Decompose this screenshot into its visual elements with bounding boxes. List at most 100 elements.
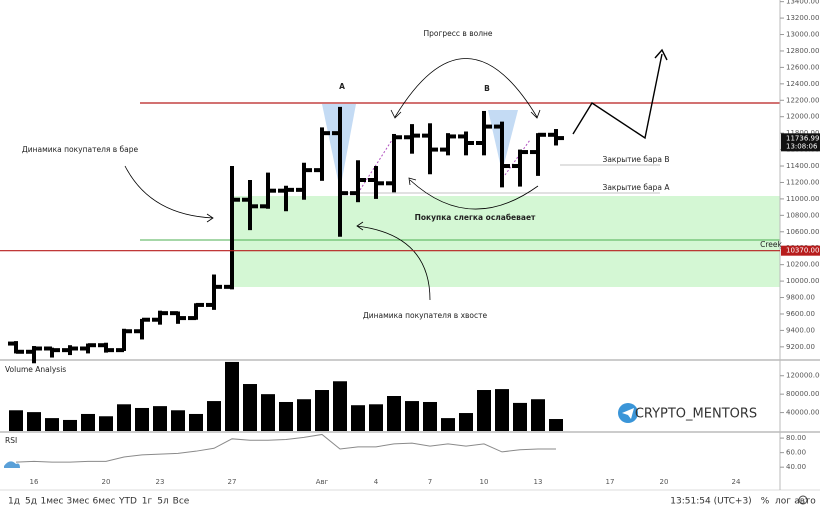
- volume-bar: [117, 404, 131, 431]
- volume-bar: [45, 418, 59, 431]
- arrowhead: [356, 221, 364, 231]
- y-tick-label: 11000.00: [786, 195, 819, 203]
- y-tick-label: 12200.00: [786, 96, 819, 104]
- price-label: 11736.99: [786, 134, 819, 142]
- volume-bar: [315, 390, 329, 431]
- range-button[interactable]: 1д: [8, 497, 20, 507]
- volume-bar: [27, 412, 41, 431]
- range-button[interactable]: 6мес: [92, 497, 115, 507]
- settings-icon[interactable]: [798, 495, 808, 505]
- x-tick-label: 7: [428, 478, 432, 486]
- scale-option[interactable]: авто: [794, 497, 816, 507]
- y-tick-label: 40.00: [786, 463, 806, 471]
- y-tick-label: 80.00: [786, 434, 806, 442]
- level-label: 10370.00: [786, 247, 819, 255]
- volume-bar: [297, 399, 311, 431]
- volume-bar: [333, 381, 347, 431]
- x-tick-label: 16: [30, 478, 39, 486]
- y-tick-label: 10200.00: [786, 261, 819, 269]
- volume-bar: [549, 419, 563, 431]
- volume-bar: [351, 405, 365, 431]
- x-tick-label: 10: [480, 478, 489, 486]
- x-tick-label: 13: [534, 478, 543, 486]
- projection: [572, 53, 663, 140]
- range-button[interactable]: 5д: [25, 497, 37, 507]
- x-tick-label: Авг: [316, 478, 329, 486]
- volume-bar: [423, 401, 437, 431]
- arc-arrow: [394, 58, 538, 118]
- y-tick-label: 10800.00: [786, 211, 819, 219]
- y-tick-label: 11200.00: [786, 178, 819, 186]
- volume-bar: [207, 401, 221, 431]
- arc-arrow: [409, 179, 539, 210]
- annotation: Покупка слегка ослабевает: [415, 213, 536, 222]
- scale-option[interactable]: лог: [775, 497, 791, 507]
- volume-bar: [171, 410, 185, 431]
- y-tick-label: 11400.00: [786, 162, 819, 170]
- scale-option[interactable]: %: [761, 497, 770, 507]
- x-tick-label: 17: [606, 478, 615, 486]
- countdown: 13:08:06: [786, 142, 818, 150]
- indicator-icon: [4, 461, 20, 468]
- volume-bar: [387, 396, 401, 431]
- range-button[interactable]: 3мес: [66, 497, 89, 507]
- volume-bar: [531, 399, 545, 431]
- volume-bar: [135, 407, 149, 431]
- volume-bar: [189, 413, 203, 431]
- volume-bar: [99, 416, 113, 431]
- x-tick-label: 24: [732, 478, 741, 486]
- annotation: A: [339, 82, 345, 91]
- range-button[interactable]: YTD: [118, 497, 137, 507]
- volume-bar: [243, 384, 257, 431]
- demand-zone: [230, 196, 780, 287]
- x-tick-label: 20: [102, 478, 111, 486]
- rsi-line: [15, 433, 556, 463]
- x-tick-label: 20: [660, 478, 669, 486]
- volume-bar: [9, 410, 23, 431]
- x-tick-label: 4: [374, 478, 379, 486]
- volume-bar: [63, 419, 77, 431]
- y-tick-label: 9200.00: [786, 343, 815, 351]
- level-tag: [781, 245, 820, 256]
- price-tag: [781, 133, 820, 152]
- y-tick-label: 60.00: [786, 449, 806, 457]
- watermark: CRYPTO_MENTORS: [635, 407, 757, 422]
- y-tick-label: 13000.00: [786, 31, 819, 39]
- y-tick-label: 12400.00: [786, 80, 819, 88]
- range-button[interactable]: 1г: [142, 497, 153, 507]
- volume-bar: [405, 401, 419, 431]
- y-tick-label: 9600.00: [786, 310, 815, 318]
- annotation: B: [484, 84, 490, 93]
- x-tick-label: 27: [228, 478, 237, 486]
- y-tick-label: 40000.00: [786, 409, 819, 417]
- y-tick-label: 9800.00: [786, 294, 815, 302]
- range-button[interactable]: 5л: [157, 497, 168, 507]
- y-tick-label: 11800.00: [786, 129, 819, 137]
- arrowheads: [390, 109, 541, 119]
- annotation: Creek: [760, 240, 782, 249]
- y-tick-label: 13400.00: [786, 0, 819, 6]
- annotation: Прогресс в волне: [423, 29, 492, 38]
- range-button[interactable]: 1мес: [40, 497, 63, 507]
- telegram-plane: [622, 408, 634, 419]
- clock: 13:51:54 (UTC+3): [670, 497, 751, 507]
- volume-bar: [225, 361, 239, 431]
- y-tick-label: 80000.00: [786, 390, 819, 398]
- y-tick-label: 9400.00: [786, 326, 815, 334]
- pane-title: Volume Analysis: [5, 365, 66, 374]
- y-tick-label: 10600.00: [786, 228, 819, 236]
- range-button[interactable]: Все: [173, 497, 190, 507]
- projection-arrow: [654, 48, 668, 61]
- volume-bar: [441, 418, 455, 431]
- volume-bar: [369, 404, 383, 431]
- dotted-line: [504, 139, 531, 176]
- pane-title: RSI: [5, 436, 17, 445]
- annotation: Закрытие бара В: [603, 155, 670, 164]
- y-tick-label: 120000.00: [786, 372, 820, 380]
- volume-bar: [81, 413, 95, 431]
- volume-bar: [459, 413, 473, 431]
- arrowhead: [206, 213, 214, 223]
- annotation: Динамика покупателя в хвосте: [363, 311, 488, 320]
